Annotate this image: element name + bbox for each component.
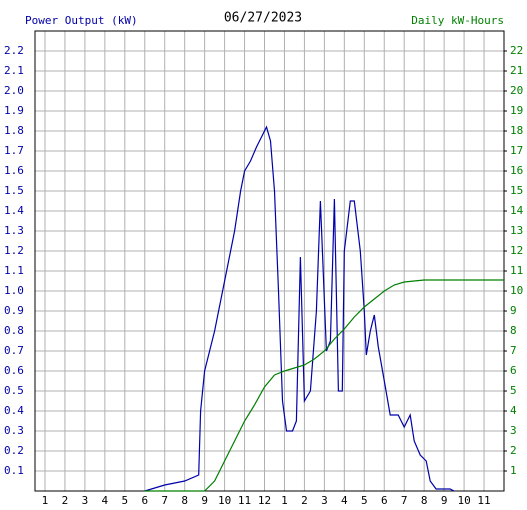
x-tick-label: 3	[321, 494, 328, 507]
x-tick-label: 7	[161, 494, 168, 507]
y2-axis-label: Daily kW-Hours	[411, 14, 504, 27]
x-tick-label: 8	[181, 494, 188, 507]
x-tick-label: 4	[341, 494, 348, 507]
y-tick-label: 1.8	[4, 124, 24, 137]
y2-tick-label: 4	[510, 404, 517, 417]
y2-tick-label: 10	[510, 284, 523, 297]
y2-tick-label: 8	[510, 324, 517, 337]
x-tick-label: 8	[421, 494, 428, 507]
chart-title: 06/27/2023	[224, 11, 302, 26]
y2-tick-label: 5	[510, 384, 517, 397]
y2-tick-label: 2	[510, 444, 517, 457]
y2-tick-label: 13	[510, 224, 523, 237]
x-tick-label: 9	[441, 494, 448, 507]
y-tick-label: 1.9	[4, 104, 24, 117]
y-tick-label: 1.4	[4, 204, 24, 217]
y2-tick-label: 1	[510, 464, 517, 477]
x-tick-label: 10	[457, 494, 470, 507]
x-tick-label: 11	[238, 494, 251, 507]
y2-tick-label: 3	[510, 424, 517, 437]
y-tick-label: 0.7	[4, 344, 24, 357]
y2-tick-label: 21	[510, 64, 523, 77]
y-tick-label: 0.6	[4, 364, 24, 377]
y-axis-label: Power Output (kW)	[25, 14, 138, 27]
y-tick-label: 2.2	[4, 44, 24, 57]
y2-tick-label: 14	[510, 204, 524, 217]
y-tick-label: 0.5	[4, 384, 24, 397]
x-tick-label: 6	[381, 494, 388, 507]
y-tick-label: 0.8	[4, 324, 24, 337]
y-tick-label: 2.0	[4, 84, 24, 97]
y-tick-label: 1.3	[4, 224, 24, 237]
x-tick-label: 2	[62, 494, 69, 507]
y2-tick-label: 17	[510, 144, 523, 157]
x-tick-label: 10	[218, 494, 231, 507]
x-tick-label: 1	[281, 494, 288, 507]
y2-tick-label: 18	[510, 124, 523, 137]
x-tick-label: 3	[82, 494, 89, 507]
y-tick-label: 1.1	[4, 264, 24, 277]
x-tick-label: 12	[258, 494, 271, 507]
y2-tick-label: 6	[510, 364, 517, 377]
x-tick-label: 7	[401, 494, 408, 507]
y2-tick-label: 20	[510, 84, 523, 97]
x-tick-label: 9	[201, 494, 208, 507]
x-tick-label: 1	[42, 494, 49, 507]
y2-tick-label: 9	[510, 304, 517, 317]
x-tick-label: 11	[477, 494, 490, 507]
y-tick-label: 0.3	[4, 424, 24, 437]
y2-tick-label: 7	[510, 344, 517, 357]
series-line	[144, 125, 455, 492]
y-tick-label: 1.5	[4, 184, 24, 197]
x-tick-label: 6	[141, 494, 148, 507]
y2-tick-label: 19	[510, 104, 523, 117]
y2-tick-label: 15	[510, 184, 523, 197]
y-tick-label: 1.0	[4, 284, 24, 297]
y2-tick-label: 16	[510, 164, 523, 177]
x-tick-label: 5	[361, 494, 368, 507]
y-tick-label: 1.7	[4, 144, 24, 157]
y-tick-label: 2.1	[4, 64, 24, 77]
y-tick-label: 0.1	[4, 464, 24, 477]
x-tick-label: 5	[121, 494, 128, 507]
y-tick-label: 0.9	[4, 304, 24, 317]
y2-tick-label: 22	[510, 44, 523, 57]
y2-tick-label: 11	[510, 264, 523, 277]
y-tick-label: 1.6	[4, 164, 24, 177]
x-tick-label: 2	[301, 494, 308, 507]
y-tick-label: 0.2	[4, 444, 24, 457]
y-tick-label: 0.4	[4, 404, 24, 417]
x-tick-label: 4	[102, 494, 109, 507]
y2-tick-label: 12	[510, 244, 523, 257]
series-line	[144, 279, 504, 492]
plot-border	[34, 30, 505, 492]
y-tick-label: 1.2	[4, 244, 24, 257]
